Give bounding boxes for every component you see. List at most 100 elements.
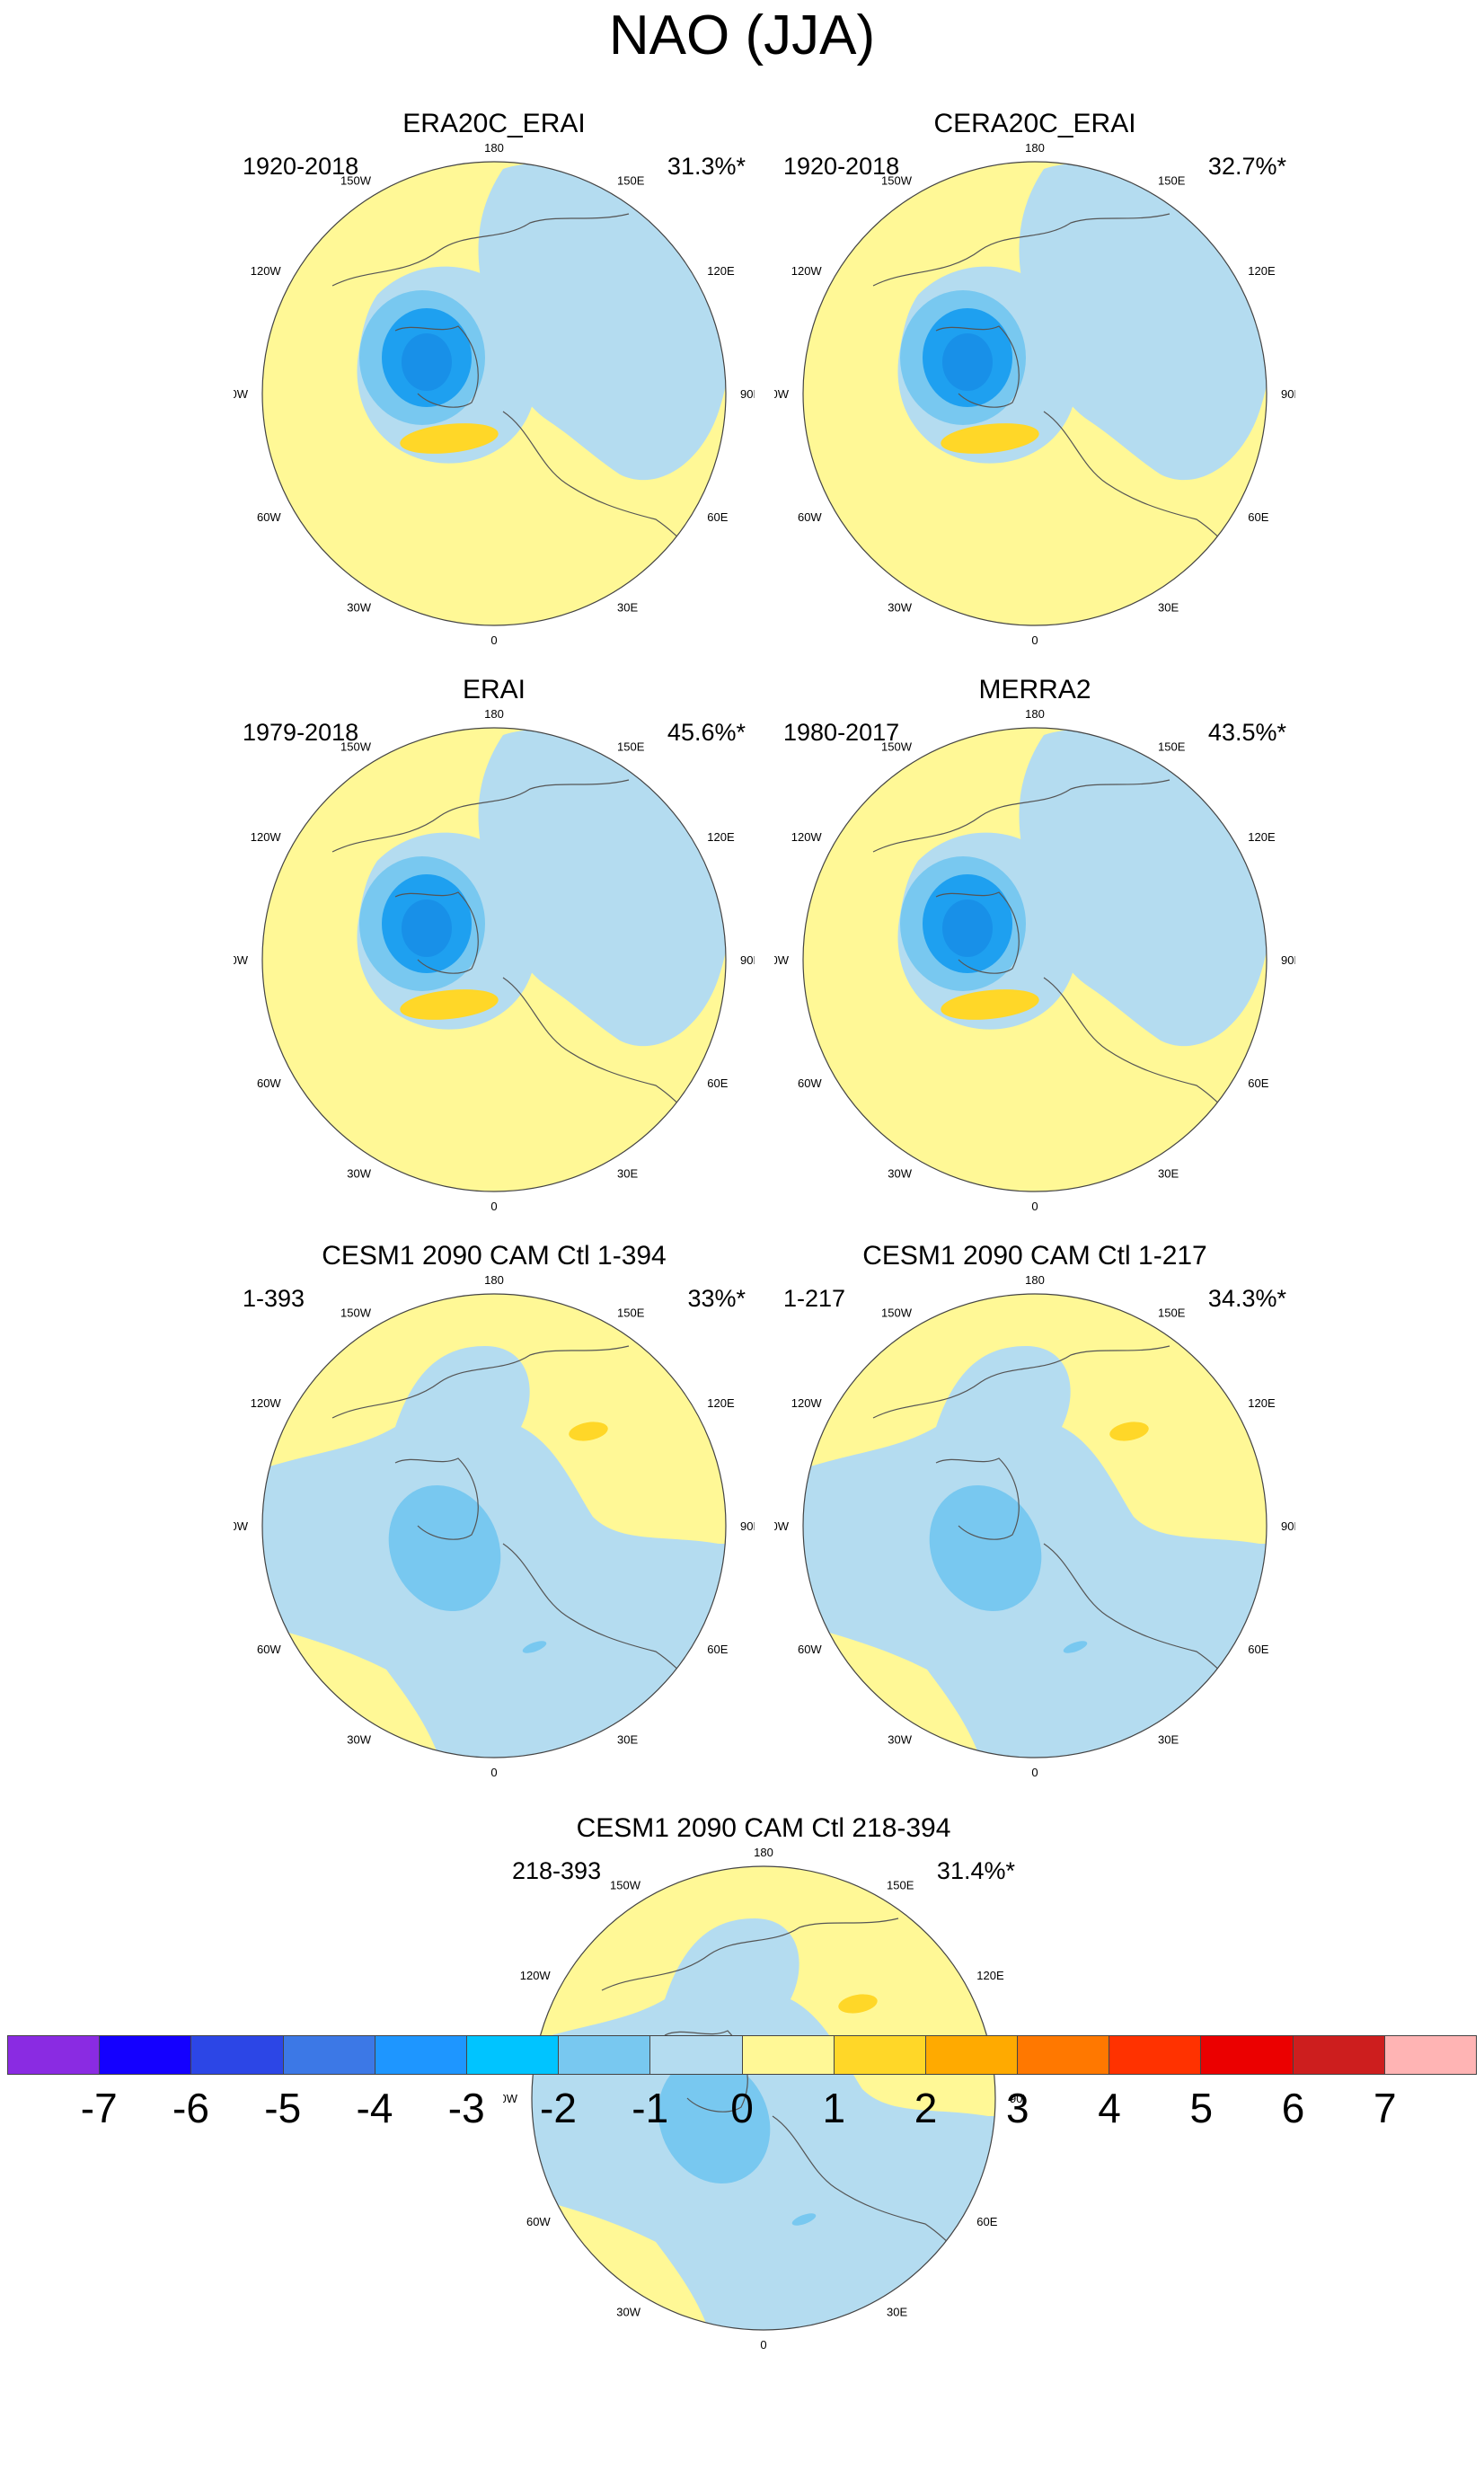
longitude-label: 180 <box>1025 1274 1045 1287</box>
longitude-label: 30W <box>347 1166 371 1180</box>
longitude-label: 150E <box>617 1307 645 1320</box>
longitude-label: 30W <box>347 600 371 614</box>
coastline-greenland <box>394 1457 479 1540</box>
coastline <box>601 1918 899 1991</box>
coastline-greenland <box>935 325 1020 408</box>
colorbar-swatch <box>924 2035 1019 2075</box>
longitude-label: 60E <box>707 1643 728 1656</box>
panel-variance-pct: 43.5%* <box>1207 719 1286 746</box>
coastline-greenland <box>394 891 479 974</box>
longitude-label: 0 <box>490 633 497 647</box>
positive-contour-north-atlantic <box>941 989 1039 1020</box>
longitude-label: 120W <box>251 264 282 278</box>
longitude-label: 90W <box>503 2092 518 2105</box>
longitude-label: 90W <box>774 953 790 967</box>
longitude-label: 120E <box>1248 264 1276 278</box>
polar-map: 180 150E 120E 90E 60E 30E 0 30W 60W 90W 120W 150W <box>234 142 755 647</box>
anomaly-field <box>262 728 726 1191</box>
negative-contour-4 <box>402 333 452 391</box>
colorbar-swatch <box>99 2035 192 2075</box>
longitude-label: 60W <box>257 1643 281 1656</box>
longitude-label: 120W <box>520 1969 552 1982</box>
longitude-label: 0 <box>1031 633 1038 647</box>
longitude-label: 60W <box>257 1076 281 1090</box>
colorbar-tick-label: -2 <box>540 2085 577 2131</box>
longitude-label: 0 <box>760 2338 766 2352</box>
panel-variance-pct: 45.6%* <box>667 719 746 746</box>
anomaly-field <box>803 728 1267 1191</box>
negative-contour-2 <box>658 2057 771 2184</box>
panel-period: 1-393 <box>243 1285 305 1312</box>
colorbar <box>7 2035 1477 2075</box>
panel-period: 1979-2018 <box>243 719 359 746</box>
panel-variance-pct: 31.3%* <box>667 153 746 180</box>
colorbar-tick-label: 0 <box>730 2085 754 2131</box>
longitude-label: 150W <box>881 1307 913 1320</box>
panel-period: 1920-2018 <box>243 153 359 180</box>
negative-contour-small <box>1063 1641 1088 1653</box>
longitude-label: 0 <box>1031 1200 1038 1213</box>
longitude-label: 30W <box>888 1732 912 1746</box>
longitude-label: 90E <box>1281 953 1295 967</box>
longitude-label: 30W <box>347 1732 371 1746</box>
longitude-label: 150E <box>617 740 645 754</box>
longitude-label: 0 <box>490 1200 497 1213</box>
colorbar-swatch <box>282 2035 375 2075</box>
colorbar-tick-label: 3 <box>1005 2085 1029 2131</box>
colorbar-swatch <box>558 2035 651 2075</box>
map-border <box>802 727 1268 1192</box>
longitude-label: 90E <box>740 387 755 401</box>
colorbar-swatch <box>1017 2035 1110 2075</box>
longitude-label: 180 <box>754 1847 773 1859</box>
panel-variance-pct: 33%* <box>687 1285 746 1312</box>
map-border <box>802 1293 1268 1758</box>
colorbar-swatch <box>833 2035 926 2075</box>
map-border <box>261 1293 727 1758</box>
longitude-label: 60W <box>526 2215 551 2228</box>
map-panel: ERAI 1979-2018 45.6%* 180 150E 120E 90E 60E 30E 0… <box>216 672 773 1247</box>
negative-contour-4 <box>402 899 452 957</box>
colorbar-tick-label: 7 <box>1373 2085 1397 2131</box>
longitude-label: 30E <box>1158 1732 1179 1746</box>
coastline-greenland <box>935 891 1020 974</box>
coastline <box>331 779 630 853</box>
panel-title: MERRA2 <box>978 675 1091 704</box>
positive-contour-north-atlantic <box>400 423 499 454</box>
longitude-label: 120E <box>707 830 735 844</box>
negative-contour-4 <box>942 333 993 391</box>
longitude-label: 90W <box>774 1519 790 1533</box>
colorbar-tick-label: -6 <box>172 2085 209 2131</box>
panel-variance-pct: 32.7%* <box>1207 153 1286 180</box>
map-panel: CESM1 2090 CAM Ctl 218-394 218-393 31.4%* 1… <box>485 1811 1042 2386</box>
negative-region-pacific <box>1019 730 1267 1047</box>
page-title: NAO (JJA) <box>608 4 876 66</box>
coastline <box>872 779 1170 853</box>
colorbar-swatch <box>1383 2035 1477 2075</box>
polar-map: 180 150E 120E 90E 60E 30E 0 30W 60W 90W 120W 150W <box>774 708 1295 1213</box>
longitude-label: 150W <box>610 1879 641 1892</box>
map-panel: CESM1 2090 CAM Ctl 1-217 1-217 34.3%* 180 15… <box>756 1238 1313 1813</box>
longitude-label: 30E <box>887 2305 907 2318</box>
negative-contour-2 <box>388 1484 501 1612</box>
anomaly-field <box>262 162 726 625</box>
longitude-label: 150E <box>617 174 645 188</box>
longitude-label: 60W <box>257 510 281 524</box>
longitude-label: 150E <box>1158 740 1186 754</box>
longitude-label: 90W <box>234 953 249 967</box>
positive-contour-asia <box>838 1994 878 2014</box>
colorbar-swatch <box>1109 2035 1202 2075</box>
colorbar-swatch <box>7 2035 101 2075</box>
panel-title: CESM1 2090 CAM Ctl 1-394 <box>322 1241 667 1271</box>
negative-region-pacific <box>1019 164 1267 481</box>
longitude-label: 90E <box>1281 1519 1295 1533</box>
longitude-label: 60E <box>707 510 728 524</box>
negative-contour-small <box>522 1641 547 1653</box>
longitude-label: 30W <box>888 1166 912 1180</box>
negative-contour-2 <box>929 1484 1042 1612</box>
longitude-label: 150E <box>887 1879 914 1892</box>
colorbar-tick-label: -4 <box>356 2085 393 2131</box>
longitude-label: 30W <box>616 2305 640 2318</box>
longitude-label: 120E <box>707 264 735 278</box>
longitude-label: 150W <box>881 740 913 754</box>
polar-map: 180 150E 120E 90E 60E 30E 0 30W 60W 90W 120W 150W <box>503 1847 1024 2352</box>
